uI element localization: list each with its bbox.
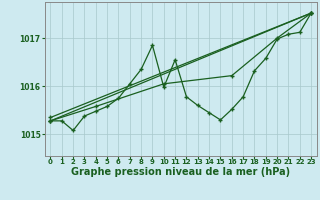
X-axis label: Graphe pression niveau de la mer (hPa): Graphe pression niveau de la mer (hPa) — [71, 167, 290, 177]
